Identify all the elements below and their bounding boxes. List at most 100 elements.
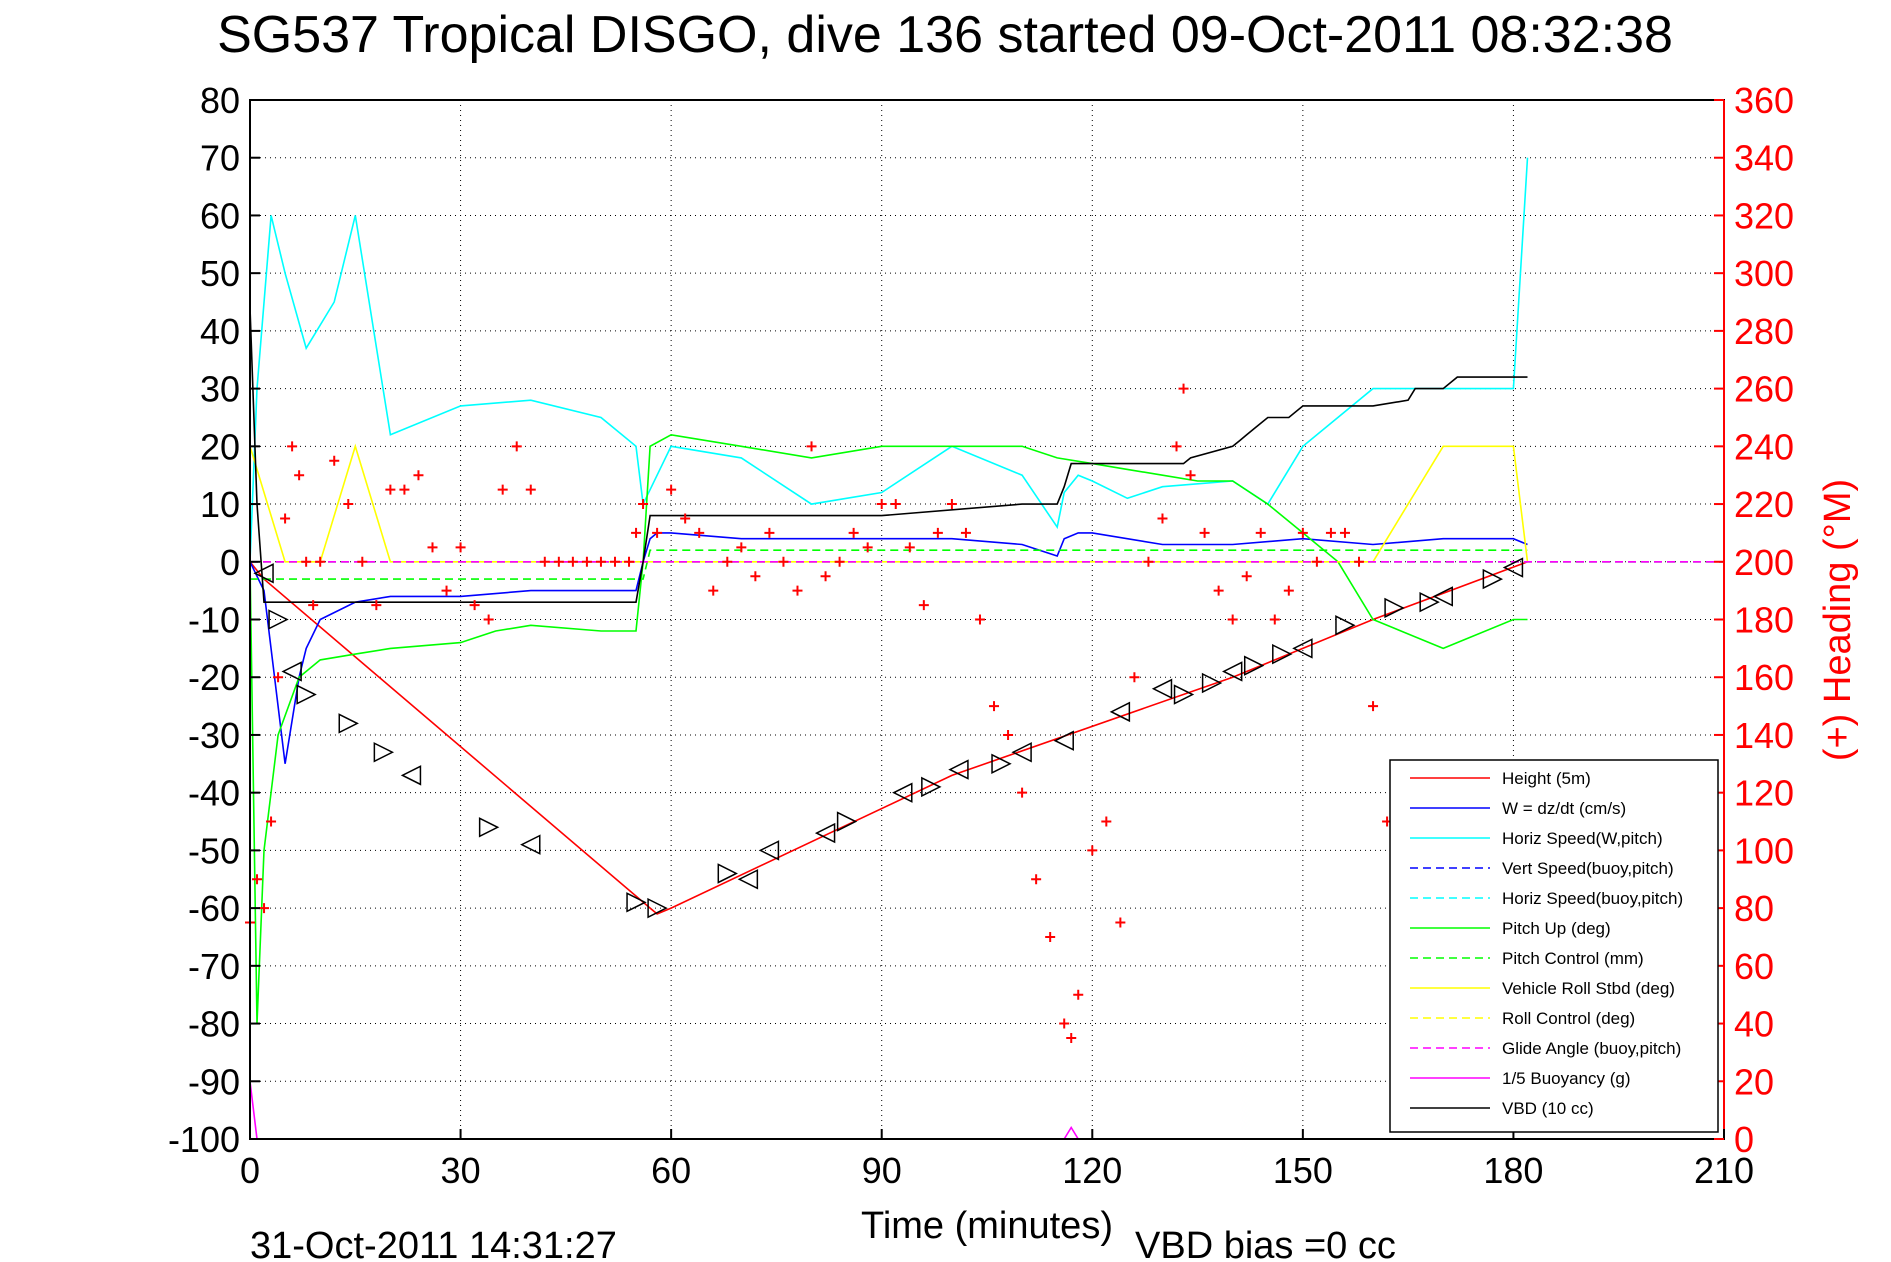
y-tick-label: 0 xyxy=(220,542,240,583)
heading-point xyxy=(609,556,620,567)
y-tick-label: 20 xyxy=(200,426,240,467)
heading-point xyxy=(1227,614,1238,625)
dive-marker-left xyxy=(1221,661,1243,682)
dive-marker-right xyxy=(921,776,942,798)
heading-point xyxy=(266,816,277,827)
heading-point xyxy=(469,600,480,611)
dive-marker-left xyxy=(281,661,302,682)
heading-point xyxy=(1066,1032,1077,1043)
dive-marker-right xyxy=(373,742,395,763)
y-tick-label: 40 xyxy=(200,311,240,352)
heading-point xyxy=(708,585,719,596)
y2-tick-label: 100 xyxy=(1734,830,1794,871)
heading-point xyxy=(1017,787,1028,798)
y-axis-right: 3603403203002802602402202001801601401201… xyxy=(1714,80,1794,1160)
heading-point xyxy=(806,441,817,452)
heading-point xyxy=(1368,701,1379,712)
y-tick-label: -80 xyxy=(188,1004,240,1045)
heading-point xyxy=(455,542,466,553)
dive-marker-left xyxy=(737,869,759,890)
dive-marker-right xyxy=(478,817,500,838)
heading-point xyxy=(280,513,291,524)
chart-title: SG537 Tropical DISGO, dive 136 started 0… xyxy=(217,6,1673,64)
dive-marker-right xyxy=(1419,591,1440,613)
y2-tick-label: 60 xyxy=(1734,946,1774,987)
x-tick-label: 90 xyxy=(862,1150,902,1191)
heading-point xyxy=(308,600,319,611)
heading-point xyxy=(301,556,312,567)
x-tick-label: 30 xyxy=(441,1150,481,1191)
heading-point xyxy=(918,600,929,611)
dive-marker-right xyxy=(338,713,359,734)
legend-label: 1/5 Buoyancy (g) xyxy=(1502,1069,1631,1088)
heading-series xyxy=(245,383,1407,1043)
heading-point xyxy=(722,556,733,567)
heading-point xyxy=(1059,1018,1070,1029)
heading-point xyxy=(567,556,578,567)
heading-point xyxy=(483,614,494,625)
heading-point xyxy=(1283,585,1294,596)
heading-point xyxy=(399,484,410,495)
heading-point xyxy=(750,571,761,582)
heading-point xyxy=(294,470,305,481)
heading-point xyxy=(1073,989,1084,1000)
y-tick-label: -100 xyxy=(168,1119,240,1160)
dive-marker-right xyxy=(647,897,668,919)
series-line-pitch-control-mm xyxy=(250,549,1528,580)
y2-tick-label: 360 xyxy=(1734,80,1794,121)
right-axis-label: (+) Heading (°M) xyxy=(1817,479,1859,761)
legend-label: W = dz/dt (cm/s) xyxy=(1502,799,1626,818)
heading-point xyxy=(1178,383,1189,394)
dive-marker-left xyxy=(1502,557,1524,578)
x-tick-label: 180 xyxy=(1483,1150,1543,1191)
heading-point xyxy=(539,556,550,567)
x-tick-label: 60 xyxy=(651,1150,691,1191)
heading-point xyxy=(1199,527,1210,538)
y2-tick-label: 220 xyxy=(1734,484,1794,525)
y2-tick-label: 300 xyxy=(1734,253,1794,294)
heading-point xyxy=(624,556,635,567)
heading-point xyxy=(1143,556,1154,567)
heading-point xyxy=(834,556,845,567)
x-tick-label: 150 xyxy=(1273,1150,1333,1191)
heading-point xyxy=(792,585,803,596)
legend-label: Glide Angle (buoy,pitch) xyxy=(1502,1039,1681,1058)
legend-box xyxy=(1389,759,1719,1133)
y-tick-label: -60 xyxy=(188,888,240,929)
series-line-w-dz-dt-cm-s xyxy=(249,532,1528,764)
heading-point xyxy=(764,527,775,538)
y-tick-label: -90 xyxy=(188,1061,240,1102)
heading-point xyxy=(427,542,438,553)
heading-point xyxy=(694,527,705,538)
dive-marker-right xyxy=(1243,655,1265,676)
heading-point xyxy=(890,499,901,510)
y-tick-label: -40 xyxy=(188,773,240,814)
y2-tick-label: 120 xyxy=(1734,773,1794,814)
heading-point xyxy=(329,455,340,466)
y-tick-label: -30 xyxy=(188,715,240,756)
series-line-1-5-buoyancy-g xyxy=(249,1081,1079,1140)
dive-marker-right xyxy=(268,609,289,630)
heading-point xyxy=(1354,556,1365,567)
y2-tick-label: 200 xyxy=(1734,542,1794,583)
y-tick-label: 60 xyxy=(200,195,240,236)
dive-marker-right xyxy=(1173,684,1195,705)
heading-point xyxy=(252,874,263,885)
dive-marker-left xyxy=(1053,730,1074,751)
dive-markers xyxy=(253,557,1524,919)
y2-tick-label: 280 xyxy=(1734,311,1794,352)
heading-point xyxy=(441,585,452,596)
heading-point xyxy=(1269,614,1280,625)
y2-tick-label: 260 xyxy=(1734,369,1794,410)
heading-point xyxy=(680,513,691,524)
heading-point xyxy=(595,556,606,567)
y-tick-label: -10 xyxy=(188,600,240,641)
legend: Height (5m) W = dz/dt (cm/s) Horiz Speed(W… xyxy=(1389,759,1719,1133)
x-tick-label: 210 xyxy=(1694,1150,1754,1191)
y2-tick-label: 340 xyxy=(1734,138,1794,179)
legend-label: Pitch Control (mm) xyxy=(1502,949,1644,968)
heading-point xyxy=(960,527,971,538)
heading-point xyxy=(1213,585,1224,596)
heading-point xyxy=(989,701,1000,712)
dive-marker-right xyxy=(626,892,647,913)
